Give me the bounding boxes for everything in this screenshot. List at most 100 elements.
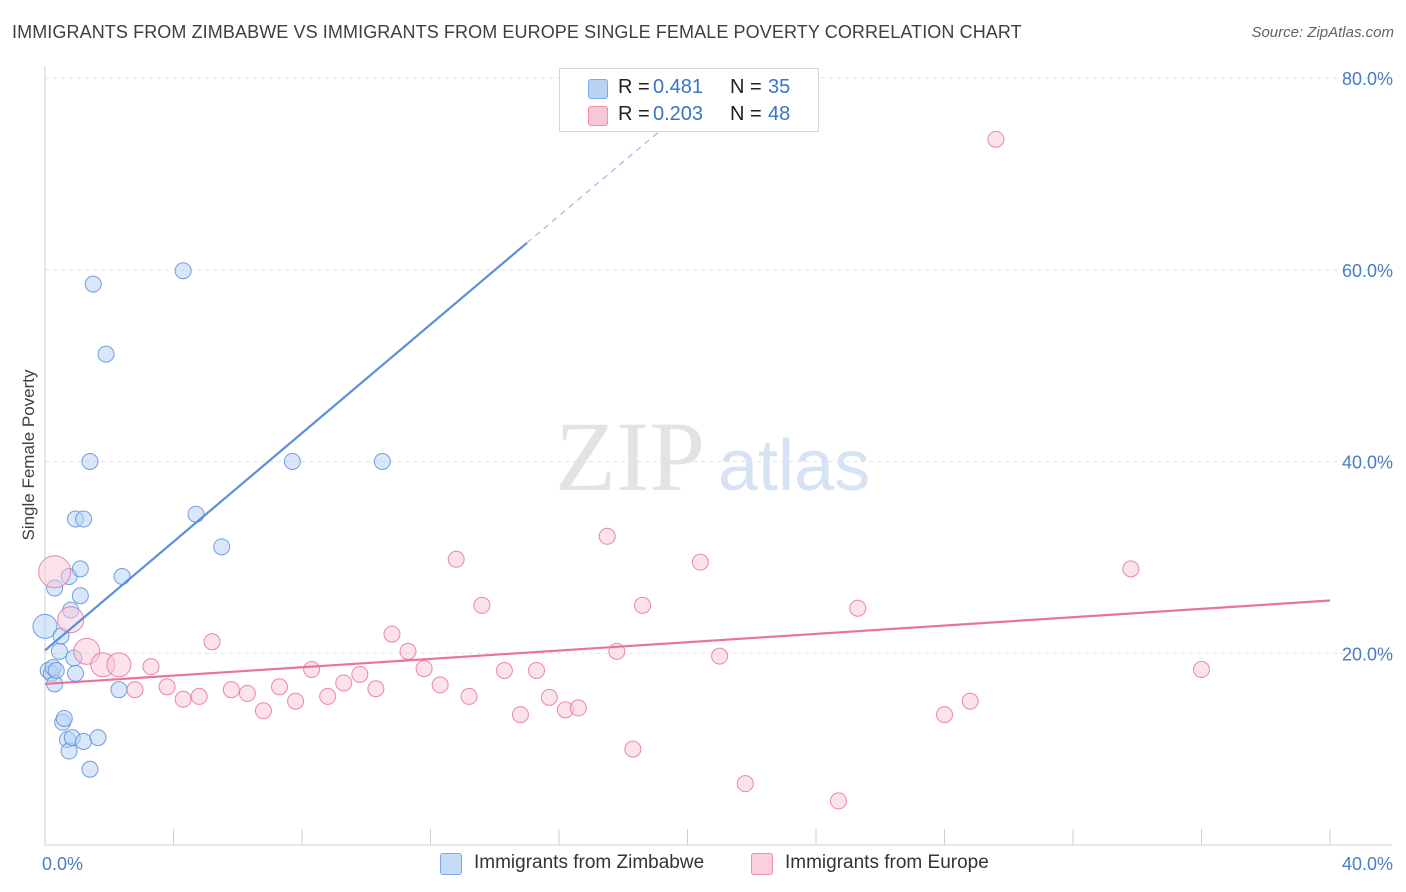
- point-zimbabwe: [75, 510, 93, 528]
- point-europe: [460, 687, 478, 705]
- point-europe: [569, 699, 587, 717]
- point-zimbabwe: [373, 453, 391, 470]
- legend-n-value: 35: [768, 76, 791, 98]
- point-europe: [190, 687, 208, 705]
- point-europe: [222, 681, 240, 699]
- point-zimbabwe: [32, 613, 58, 639]
- trend-line-zimbabwe: [44, 242, 528, 652]
- point-europe: [351, 665, 369, 683]
- point-europe: [829, 792, 847, 810]
- x-tick-label: 0.0%: [42, 854, 83, 874]
- watermark-zip: ZIP: [555, 401, 705, 512]
- legend-n-label: N =: [730, 103, 762, 125]
- point-europe: [383, 625, 401, 643]
- y-tick-label: 20.0%: [1342, 644, 1393, 664]
- point-europe: [399, 642, 417, 660]
- legend-label-zimbabwe: Immigrants from Zimbabwe: [474, 852, 705, 873]
- point-europe: [691, 553, 709, 571]
- watermark: ZIP atlas: [555, 401, 870, 512]
- y-axis-label: Single Female Poverty: [19, 369, 38, 541]
- point-europe: [431, 676, 449, 694]
- point-zimbabwe: [283, 453, 301, 470]
- y-tick-label: 60.0%: [1342, 261, 1393, 281]
- point-europe: [447, 550, 465, 568]
- trend-lines: [44, 120, 1331, 686]
- legend-r-label: R =: [618, 76, 650, 98]
- point-europe: [711, 647, 729, 665]
- point-zimbabwe: [187, 505, 205, 523]
- legend-label-europe: Immigrants from Europe: [785, 852, 989, 873]
- tick-labels: 20.0% 40.0% 60.0% 80.0% 0.0% 40.0%: [42, 69, 1393, 874]
- point-europe: [335, 674, 353, 692]
- point-europe: [319, 687, 337, 705]
- point-europe: [634, 596, 652, 614]
- grid-lines: [45, 77, 1392, 654]
- point-europe: [38, 555, 72, 589]
- point-zimbabwe: [110, 681, 128, 699]
- point-europe: [238, 685, 256, 703]
- point-europe: [987, 130, 1005, 148]
- point-europe: [473, 596, 491, 614]
- y-tick-label: 80.0%: [1342, 69, 1393, 89]
- point-zimbabwe: [75, 732, 93, 750]
- point-europe: [528, 662, 546, 680]
- point-zimbabwe: [113, 568, 131, 586]
- point-europe: [849, 599, 867, 617]
- point-europe: [736, 775, 754, 793]
- legend-r-label: R =: [618, 103, 650, 125]
- point-zimbabwe: [71, 560, 89, 578]
- point-europe: [961, 692, 979, 710]
- point-zimbabwe: [67, 664, 85, 682]
- correlation-legend: R = 0.481 N = 35 R = 0.203 N = 48: [559, 68, 819, 132]
- legend-r-value: 0.481: [653, 76, 704, 98]
- source-credit: Source: ZipAtlas.com: [1251, 24, 1394, 41]
- point-zimbabwe: [89, 729, 107, 747]
- point-europe: [511, 706, 529, 724]
- data-points: [32, 130, 1210, 810]
- point-europe: [303, 661, 321, 679]
- trend-line-europe: [44, 599, 1331, 686]
- legend-swatch-zimbabwe: [440, 853, 462, 875]
- point-europe: [174, 690, 192, 708]
- point-zimbabwe: [50, 642, 68, 660]
- point-europe: [415, 660, 433, 678]
- x-tick-label: 40.0%: [1342, 854, 1393, 874]
- legend-swatch-europe: [588, 106, 608, 126]
- legend-swatch-zimbabwe: [588, 79, 608, 99]
- legend-swatch-europe: [751, 853, 773, 875]
- point-europe: [540, 688, 558, 706]
- axes: [44, 66, 1392, 846]
- point-europe: [598, 527, 616, 545]
- watermark-atlas: atlas: [718, 426, 870, 506]
- y-tick-label: 40.0%: [1342, 453, 1393, 473]
- point-zimbabwe: [97, 345, 115, 363]
- legend-n-label: N =: [730, 76, 762, 98]
- legend-n-value: 48: [768, 103, 791, 125]
- point-zimbabwe: [174, 262, 192, 280]
- point-europe: [367, 680, 385, 698]
- point-europe: [287, 692, 305, 710]
- point-europe: [271, 678, 289, 696]
- point-zimbabwe: [81, 760, 99, 778]
- point-europe: [624, 740, 642, 758]
- trend-extension-zimbabwe: [526, 120, 672, 244]
- chart-title: IMMIGRANTS FROM ZIMBABWE VS IMMIGRANTS F…: [12, 22, 1022, 42]
- point-europe: [495, 662, 513, 680]
- point-europe: [142, 658, 160, 676]
- point-europe: [1122, 560, 1140, 578]
- point-europe: [158, 678, 176, 696]
- point-europe: [126, 681, 144, 699]
- point-europe: [1193, 661, 1210, 679]
- point-europe: [203, 633, 221, 651]
- point-zimbabwe: [55, 709, 73, 727]
- point-europe: [106, 652, 132, 678]
- point-europe: [57, 606, 85, 634]
- point-zimbabwe: [213, 538, 231, 556]
- point-zimbabwe: [47, 662, 65, 680]
- point-europe: [254, 702, 272, 720]
- point-zimbabwe: [81, 453, 99, 470]
- point-europe: [936, 706, 953, 724]
- legend-r-value: 0.203: [653, 103, 704, 125]
- point-zimbabwe: [71, 587, 89, 605]
